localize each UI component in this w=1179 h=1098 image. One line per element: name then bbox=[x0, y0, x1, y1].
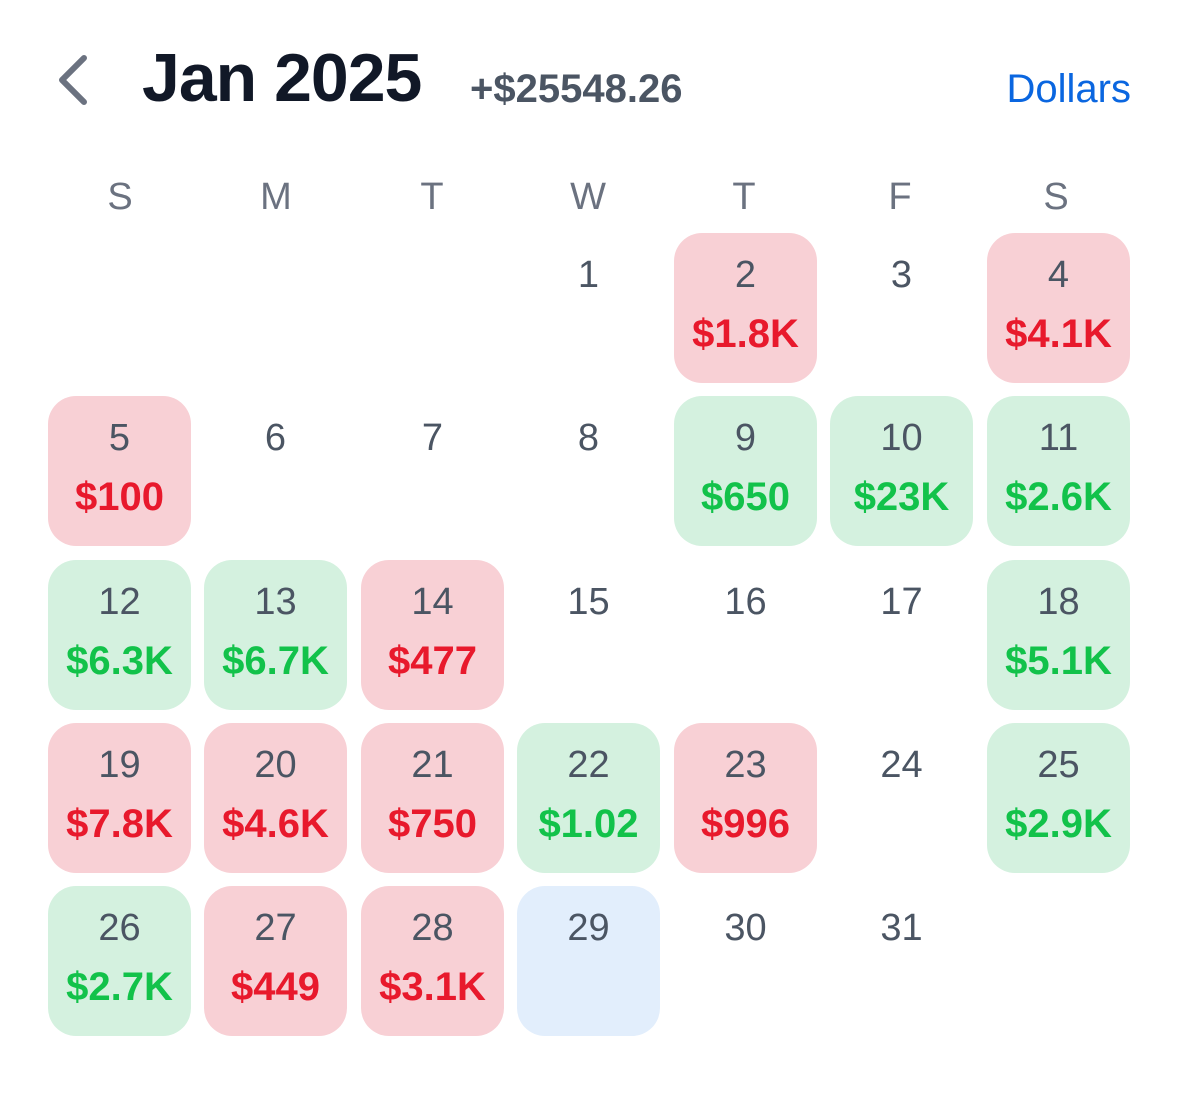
day-number: 23 bbox=[724, 744, 767, 786]
day-number: 28 bbox=[411, 907, 454, 949]
day-number: 1 bbox=[577, 254, 600, 296]
calendar-day-23[interactable]: 23 $996 bbox=[674, 723, 817, 873]
calendar-day-18[interactable]: 18 $5.1K bbox=[987, 560, 1130, 710]
day-pnl-value: $2.9K bbox=[1005, 802, 1112, 846]
calendar-day-17[interactable]: 17 bbox=[830, 560, 973, 710]
day-number: 21 bbox=[411, 744, 454, 786]
day-number: 12 bbox=[98, 581, 141, 623]
chevron-left-icon bbox=[54, 54, 90, 106]
day-pnl-value: $100 bbox=[75, 475, 164, 519]
calendar-day-21[interactable]: 21 $750 bbox=[361, 723, 504, 873]
calendar-day-20[interactable]: 20 $4.6K bbox=[204, 723, 347, 873]
weekday-fri: F bbox=[888, 176, 912, 218]
calendar-day-27[interactable]: 27 $449 bbox=[204, 886, 347, 1036]
day-pnl-value: $5.1K bbox=[1005, 639, 1112, 683]
calendar-day-15[interactable]: 15 bbox=[517, 560, 660, 710]
calendar-day-11[interactable]: 11 $2.6K bbox=[987, 396, 1130, 546]
calendar-day-1[interactable]: 1 bbox=[517, 233, 660, 383]
day-number: 20 bbox=[254, 744, 297, 786]
calendar-day-8[interactable]: 8 bbox=[517, 396, 660, 546]
day-pnl-value: $4.6K bbox=[222, 802, 329, 846]
calendar-day-10[interactable]: 10 $23K bbox=[830, 396, 973, 546]
day-pnl-value: $449 bbox=[231, 965, 320, 1009]
weekday-thu: T bbox=[732, 176, 756, 218]
day-number: 15 bbox=[567, 581, 610, 623]
day-number: 13 bbox=[254, 581, 297, 623]
weekday-sat: S bbox=[1043, 176, 1069, 218]
weekday-header-row: S M T W T F S bbox=[42, 170, 1137, 224]
day-pnl-value: $6.3K bbox=[66, 639, 173, 683]
calendar-day-6[interactable]: 6 bbox=[204, 396, 347, 546]
day-number: 24 bbox=[880, 744, 923, 786]
day-number: 2 bbox=[734, 254, 757, 296]
day-pnl-value: $996 bbox=[701, 802, 790, 846]
day-pnl-value: $2.6K bbox=[1005, 475, 1112, 519]
day-pnl-value: $650 bbox=[701, 475, 790, 519]
calendar-day-31[interactable]: 31 bbox=[830, 886, 973, 1036]
day-number: 16 bbox=[724, 581, 767, 623]
day-number: 25 bbox=[1037, 744, 1080, 786]
calendar-day-24[interactable]: 24 bbox=[830, 723, 973, 873]
day-pnl-value: $4.1K bbox=[1005, 312, 1112, 356]
day-number: 3 bbox=[890, 254, 913, 296]
calendar-day-30[interactable]: 30 bbox=[674, 886, 817, 1036]
day-pnl-value: $2.7K bbox=[66, 965, 173, 1009]
calendar-day-12[interactable]: 12 $6.3K bbox=[48, 560, 191, 710]
calendar-day-13[interactable]: 13 $6.7K bbox=[204, 560, 347, 710]
calendar-day-29[interactable]: 29 bbox=[517, 886, 660, 1036]
calendar-day-5[interactable]: 5 $100 bbox=[48, 396, 191, 546]
day-pnl-value: $6.7K bbox=[222, 639, 329, 683]
calendar-day-16[interactable]: 16 bbox=[674, 560, 817, 710]
day-number: 9 bbox=[734, 417, 757, 459]
day-number: 14 bbox=[411, 581, 454, 623]
calendar-day-4[interactable]: 4 $4.1K bbox=[987, 233, 1130, 383]
day-number: 11 bbox=[1038, 417, 1079, 459]
calendar-day-19[interactable]: 19 $7.8K bbox=[48, 723, 191, 873]
calendar-day-25[interactable]: 25 $2.9K bbox=[987, 723, 1130, 873]
calendar-day-9[interactable]: 9 $650 bbox=[674, 396, 817, 546]
calendar-header: Jan 2025 +$25548.26 Dollars bbox=[0, 0, 1179, 160]
day-pnl-value: $7.8K bbox=[66, 802, 173, 846]
day-number: 18 bbox=[1037, 581, 1080, 623]
weekday-tue: T bbox=[420, 176, 444, 218]
weekday-wed: W bbox=[570, 176, 606, 218]
month-total-pnl: +$25548.26 bbox=[470, 67, 683, 111]
day-number: 27 bbox=[254, 907, 297, 949]
calendar-day-22[interactable]: 22 $1.02 bbox=[517, 723, 660, 873]
day-pnl-value: $750 bbox=[388, 802, 477, 846]
day-number: 19 bbox=[98, 744, 141, 786]
back-button[interactable] bbox=[46, 50, 98, 110]
day-number: 8 bbox=[577, 417, 600, 459]
day-number: 5 bbox=[108, 417, 131, 459]
calendar-day-2[interactable]: 2 $1.8K bbox=[674, 233, 817, 383]
day-number: 31 bbox=[880, 907, 923, 949]
calendar-day-7[interactable]: 7 bbox=[361, 396, 504, 546]
day-number: 7 bbox=[421, 417, 444, 459]
day-pnl-value: $1.02 bbox=[538, 802, 639, 846]
day-pnl-value: $477 bbox=[388, 639, 477, 683]
day-number: 29 bbox=[567, 907, 610, 949]
day-number: 22 bbox=[567, 744, 610, 786]
day-number: 30 bbox=[724, 907, 767, 949]
month-title: Jan 2025 bbox=[142, 40, 422, 116]
day-number: 17 bbox=[880, 581, 923, 623]
day-pnl-value: $3.1K bbox=[379, 965, 486, 1009]
calendar-day-26[interactable]: 26 $2.7K bbox=[48, 886, 191, 1036]
weekday-sun: S bbox=[107, 176, 133, 218]
day-number: 26 bbox=[98, 907, 141, 949]
calendar-day-3[interactable]: 3 bbox=[830, 233, 973, 383]
calendar-day-28[interactable]: 28 $3.1K bbox=[361, 886, 504, 1036]
day-number: 6 bbox=[264, 417, 287, 459]
calendar-day-14[interactable]: 14 $477 bbox=[361, 560, 504, 710]
day-pnl-value: $23K bbox=[853, 475, 950, 519]
weekday-mon: M bbox=[260, 176, 292, 218]
currency-toggle-button[interactable]: Dollars bbox=[1006, 67, 1131, 111]
day-number: 4 bbox=[1047, 254, 1070, 296]
day-number: 10 bbox=[880, 417, 923, 459]
day-pnl-value: $1.8K bbox=[692, 312, 799, 356]
